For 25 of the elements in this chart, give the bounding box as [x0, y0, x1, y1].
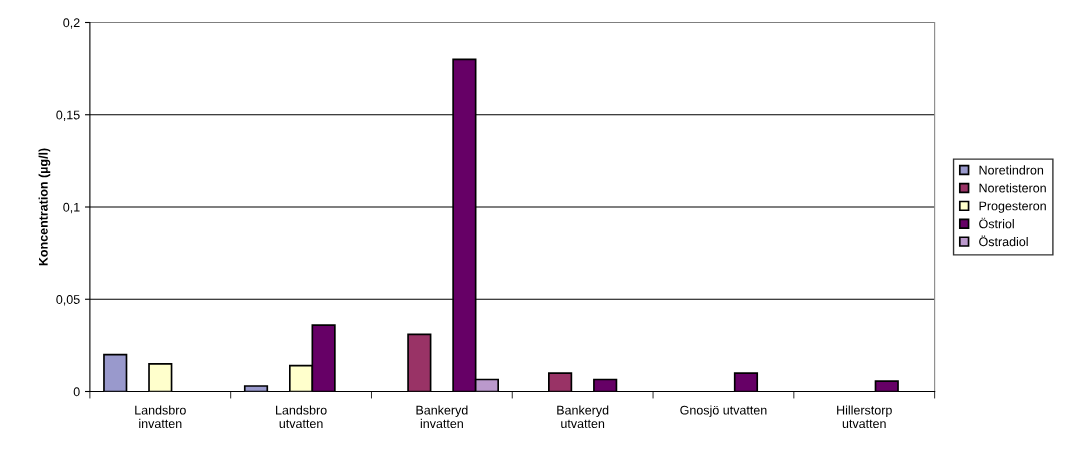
y-tick-label: 0,2 [63, 18, 80, 29]
y-tick-label: 0,1 [63, 202, 80, 214]
legend-label: Östradiol [979, 235, 1028, 247]
x-tick-label: Gnosjö utvatten [680, 405, 767, 418]
bar [243, 385, 269, 392]
bar [548, 372, 573, 392]
y-tick-label: 0 [73, 387, 80, 397]
legend-label: Noretisteron [979, 183, 1046, 193]
y-tick-label: 0,05 [56, 295, 80, 306]
bar [733, 372, 759, 392]
bar [407, 333, 432, 392]
y-tick-label: 0,15 [56, 110, 80, 121]
y-axis-title: Koncentration (µg/l) [38, 148, 51, 266]
x-tick-label: Landsbro utvatten [276, 405, 327, 429]
bar [103, 353, 128, 392]
x-tick-label: Bankeryd invatten [416, 405, 468, 429]
legend-label: Noretindron [979, 165, 1044, 175]
legend-label: Östriol [979, 217, 1014, 229]
bar [593, 378, 618, 392]
x-tick-label: Landsbro invatten [135, 405, 186, 429]
x-tick-label: Bankeryd utvatten [557, 405, 609, 429]
legend-label: Progesteron [979, 201, 1046, 213]
bar [874, 380, 899, 392]
bar [148, 362, 173, 392]
x-tick-label: Hillerstorp utvatten [837, 405, 892, 429]
